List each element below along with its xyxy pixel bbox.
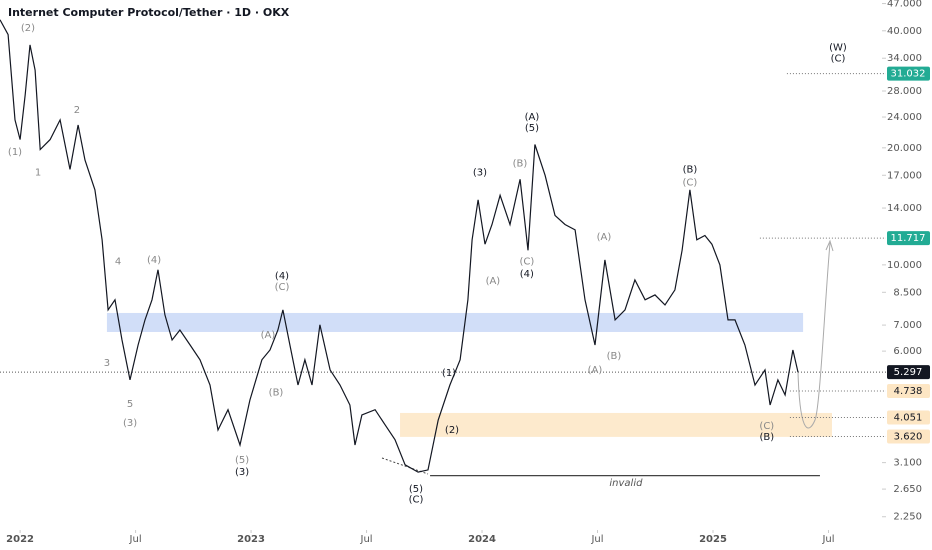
y-tick-label: 2.250	[893, 512, 922, 523]
level-box	[887, 429, 930, 444]
y-tick-label: 6.000	[893, 346, 922, 357]
projection-arrow	[825, 239, 834, 252]
wave-label: (B)	[269, 388, 284, 399]
wave-label: (C)	[759, 421, 774, 432]
level-label: 5.297	[894, 367, 923, 378]
price-line	[0, 19, 799, 473]
zone	[400, 412, 832, 437]
wave-label: (5)	[525, 123, 539, 134]
x-tick-label: 2025	[699, 534, 727, 545]
wave-label: (C)	[683, 177, 698, 188]
wave-label: (3)	[235, 467, 249, 478]
y-tick-label: 34.000	[887, 53, 922, 64]
y-tick-label: 28.000	[887, 86, 922, 97]
wave-label: (B)	[759, 432, 774, 443]
level-box	[887, 66, 930, 81]
y-tick-label: 40.000	[887, 26, 922, 37]
wave-label: (3)	[473, 167, 487, 178]
level-box	[887, 231, 930, 246]
wave-label: (5)	[235, 455, 249, 466]
y-tick-label: 47.000	[887, 0, 922, 10]
level-box	[887, 365, 930, 380]
wave-label: (A)	[261, 330, 276, 341]
wave-label: (1)	[8, 147, 22, 158]
wave-label: (A)	[588, 365, 603, 376]
wave-label: (5)	[409, 484, 423, 495]
wave-label: (C)	[409, 495, 424, 506]
wave-label: 3	[104, 358, 110, 369]
y-tick-label: 24.000	[887, 112, 922, 123]
level-label: 4.738	[894, 386, 923, 397]
x-tick-label: Jul	[821, 534, 834, 545]
level-box	[887, 383, 930, 398]
wave-label: (4)	[275, 271, 289, 282]
wave-label: (2)	[21, 23, 35, 34]
projection-path	[797, 242, 831, 429]
y-tick-label: 14.000	[887, 203, 922, 214]
wave-label: (3)	[123, 418, 137, 429]
wave-label: (C)	[519, 257, 534, 268]
x-tick-label: 2022	[6, 534, 34, 545]
y-tick-label: 8.500	[893, 287, 922, 298]
x-tick-label: Jul	[590, 534, 603, 545]
y-tick-label: 2.650	[893, 484, 922, 495]
x-tick-label: 2023	[237, 534, 265, 545]
wave-label: (B)	[607, 351, 622, 362]
wave-label: 2	[74, 105, 80, 116]
zone	[106, 312, 804, 332]
wave-label: (W)	[829, 43, 847, 54]
level-label: 31.032	[891, 69, 926, 80]
wave-label: (B)	[683, 164, 698, 175]
wave-label: (A)	[525, 112, 540, 123]
wave-label: (A)	[597, 232, 612, 243]
wave-label: (2)	[445, 425, 459, 436]
y-tick-label: 7.000	[893, 320, 922, 331]
level-label: 4.051	[894, 412, 923, 423]
x-tick-label: Jul	[360, 534, 373, 545]
wave-label: (B)	[513, 159, 528, 170]
y-tick-label: 20.000	[887, 143, 922, 154]
wave-label: 4	[115, 257, 121, 268]
x-tick-label: 2024	[468, 534, 496, 545]
wave-label: (C)	[831, 54, 846, 65]
wave-label: (1)	[442, 368, 456, 379]
wave-label: (C)	[275, 282, 290, 293]
wave-label: (A)	[486, 276, 501, 287]
wave-label: 1	[35, 167, 41, 178]
wave-label: (4)	[147, 255, 161, 266]
level-box	[887, 410, 930, 425]
y-tick-label: 17.000	[887, 170, 922, 181]
y-tick-label: 3.100	[893, 458, 922, 469]
level-label: 11.717	[891, 233, 926, 244]
wave-label: (4)	[520, 269, 534, 280]
y-tick-label: 10.000	[887, 260, 922, 271]
wave-label: 5	[127, 399, 133, 410]
chart-title: Internet Computer Protocol/Tether · 1D ·…	[8, 6, 290, 19]
level-label: 3.620	[894, 431, 923, 442]
x-tick-label: Jul	[129, 534, 142, 545]
wave-label: invalid	[609, 478, 643, 489]
